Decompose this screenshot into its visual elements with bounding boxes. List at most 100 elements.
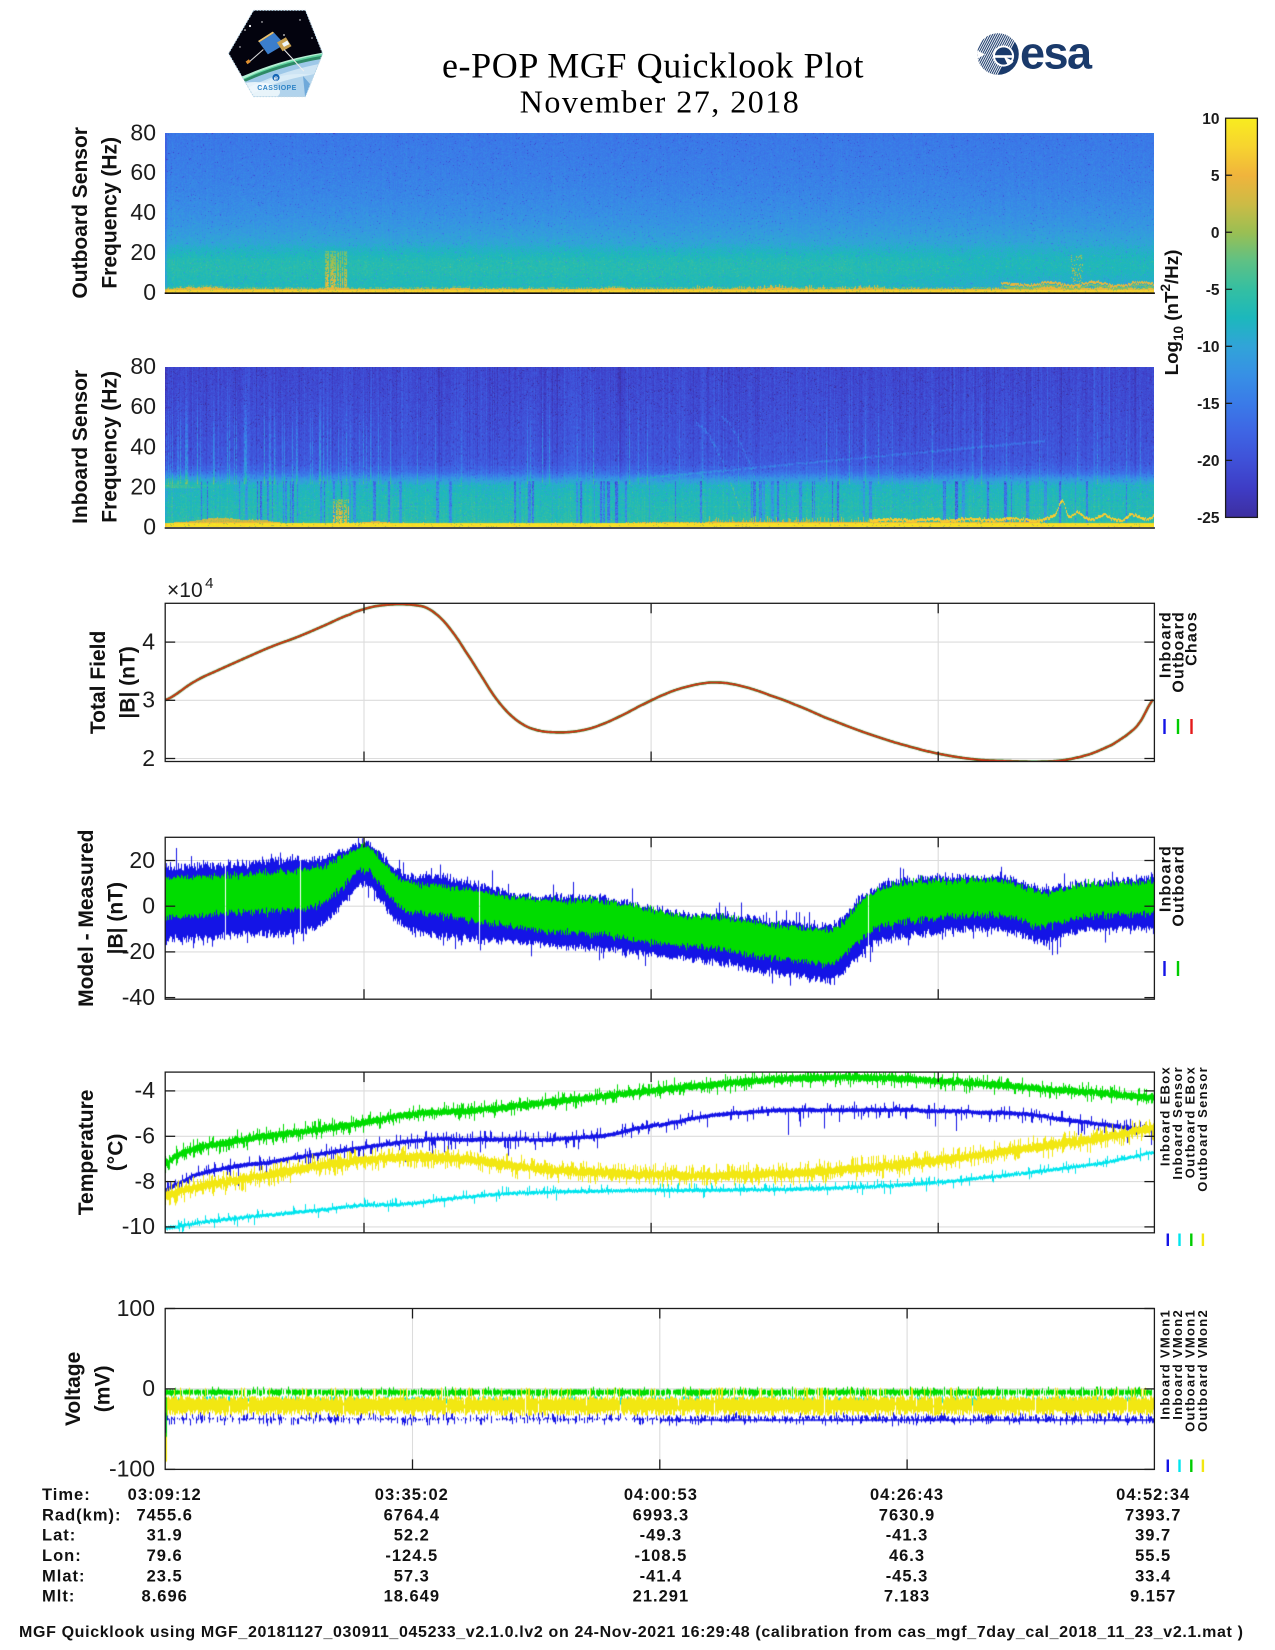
svg-text:-5: -5: [1206, 282, 1220, 299]
svg-text:39.7: 39.7: [1135, 1527, 1171, 1545]
svg-text:CASSIOPE: CASSIOPE: [257, 85, 296, 92]
svg-text:6764.4: 6764.4: [384, 1506, 440, 1524]
svg-text:9.157: 9.157: [1130, 1588, 1176, 1606]
svg-text:23.5: 23.5: [147, 1567, 183, 1585]
svg-text:04:26:43: 04:26:43: [870, 1486, 944, 1504]
svg-text:-10: -10: [122, 1213, 155, 1239]
svg-text:Log10 (nT2/Hz): Log10 (nT2/Hz): [1158, 250, 1186, 376]
svg-text:5: 5: [1211, 168, 1220, 185]
svg-text:-10: -10: [1197, 339, 1219, 356]
svg-text:-20: -20: [1197, 453, 1219, 470]
svg-text:0: 0: [143, 514, 156, 540]
svg-text:40: 40: [130, 199, 156, 225]
svg-text:MGF Quicklook using MGF_201811: MGF Quicklook using MGF_20181127_030911_…: [19, 1624, 1244, 1641]
svg-text:0: 0: [142, 1375, 155, 1401]
svg-text:Frequency (Hz): Frequency (Hz): [99, 371, 122, 523]
svg-text:Outboard: Outboard: [1171, 611, 1188, 693]
svg-text:7630.9: 7630.9: [879, 1506, 935, 1524]
svg-text:-41.3: -41.3: [886, 1527, 929, 1545]
svg-text:3: 3: [142, 687, 155, 713]
svg-text:2: 2: [142, 745, 155, 771]
svg-text:20: 20: [130, 239, 156, 265]
svg-text:20: 20: [130, 473, 156, 499]
svg-text:Inboard Sensor: Inboard Sensor: [1170, 1066, 1185, 1180]
svg-text:6993.3: 6993.3: [633, 1506, 689, 1524]
svg-text:Mlt:: Mlt:: [42, 1588, 75, 1606]
svg-text:57.3: 57.3: [394, 1567, 430, 1585]
svg-text:80: 80: [130, 119, 156, 145]
svg-text:(°C): (°C): [105, 1134, 128, 1172]
svg-text:e-POP MGF Quicklook Plot: e-POP MGF Quicklook Plot: [442, 46, 864, 86]
svg-text:-41.4: -41.4: [640, 1567, 683, 1585]
svg-text:e: e: [274, 74, 278, 83]
svg-text:Model - Measured: Model - Measured: [75, 830, 98, 1007]
svg-text:Temperature: Temperature: [75, 1090, 98, 1216]
svg-text:Inboard EBox: Inboard EBox: [1157, 1066, 1172, 1166]
svg-text:Inboard: Inboard: [1158, 611, 1175, 678]
svg-text:Total Field: Total Field: [87, 631, 110, 734]
svg-text:Voltage: Voltage: [62, 1352, 85, 1426]
svg-text:0: 0: [142, 893, 155, 919]
svg-text:Time:: Time:: [42, 1486, 91, 1504]
svg-text:40: 40: [130, 433, 156, 459]
svg-text:Chaos: Chaos: [1184, 611, 1201, 666]
svg-text:-49.3: -49.3: [640, 1527, 683, 1545]
svg-text:-15: -15: [1197, 396, 1220, 413]
svg-text:-6: -6: [135, 1123, 155, 1149]
svg-text:0: 0: [143, 279, 156, 305]
svg-text:33.4: 33.4: [1135, 1567, 1171, 1585]
svg-text:31.9: 31.9: [147, 1527, 183, 1545]
svg-text:Outboard VMon1: Outboard VMon1: [1183, 1309, 1198, 1432]
svg-text:|B| (nT): |B| (nT): [105, 882, 128, 954]
svg-text:Rad(km):: Rad(km):: [42, 1506, 122, 1524]
svg-text:Outboard Sensor: Outboard Sensor: [1195, 1066, 1210, 1192]
svg-text:Lat:: Lat:: [42, 1527, 76, 1545]
svg-text:Mlat:: Mlat:: [42, 1567, 86, 1585]
svg-text:esa: esa: [1020, 28, 1093, 79]
svg-text:×104: ×10 4: [167, 575, 213, 602]
svg-text:-100: -100: [109, 1456, 155, 1482]
svg-text:-124.5: -124.5: [385, 1547, 438, 1565]
svg-text:Inboard Sensor: Inboard Sensor: [69, 370, 92, 524]
svg-text:55.5: 55.5: [1135, 1547, 1171, 1565]
svg-text:-108.5: -108.5: [635, 1547, 688, 1565]
svg-text:03:09:12: 03:09:12: [128, 1486, 202, 1504]
svg-text:(mV): (mV): [92, 1366, 115, 1413]
svg-text:20: 20: [129, 847, 155, 873]
svg-text:-20: -20: [122, 938, 155, 964]
svg-text:Inboard: Inboard: [1158, 845, 1175, 912]
svg-text:04:00:53: 04:00:53: [624, 1486, 698, 1504]
svg-text:10: 10: [1202, 111, 1219, 128]
svg-text:|B| (nT): |B| (nT): [117, 646, 140, 718]
svg-text:8.696: 8.696: [142, 1588, 188, 1606]
svg-text:Outboard VMon2: Outboard VMon2: [1195, 1309, 1210, 1432]
svg-text:-25: -25: [1197, 510, 1220, 527]
svg-text:Outboard EBox: Outboard EBox: [1183, 1066, 1198, 1178]
svg-text:18.649: 18.649: [384, 1588, 440, 1606]
svg-text:04:52:34: 04:52:34: [1116, 1486, 1190, 1504]
svg-text:80: 80: [130, 353, 156, 379]
svg-text:-4: -4: [135, 1077, 156, 1103]
svg-text:79.6: 79.6: [147, 1547, 183, 1565]
svg-text:7.183: 7.183: [884, 1588, 930, 1606]
svg-text:7393.7: 7393.7: [1125, 1506, 1181, 1524]
svg-text:Inboard VMon2: Inboard VMon2: [1170, 1309, 1185, 1420]
svg-text:Outboard: Outboard: [1171, 845, 1188, 927]
svg-text:60: 60: [130, 393, 156, 419]
svg-text:Lon:: Lon:: [42, 1547, 82, 1565]
svg-text:Outboard Sensor: Outboard Sensor: [69, 127, 92, 299]
svg-text:03:35:02: 03:35:02: [375, 1486, 449, 1504]
svg-text:60: 60: [130, 159, 156, 185]
svg-text:52.2: 52.2: [394, 1527, 430, 1545]
svg-text:Inboard VMon1: Inboard VMon1: [1157, 1309, 1172, 1420]
svg-text:Frequency (Hz): Frequency (Hz): [99, 137, 122, 289]
svg-text:46.3: 46.3: [889, 1547, 925, 1565]
svg-text:-40: -40: [122, 984, 155, 1010]
svg-text:-45.3: -45.3: [886, 1567, 929, 1585]
svg-text:November 27, 2018: November 27, 2018: [520, 84, 801, 120]
svg-text:0: 0: [1211, 225, 1220, 242]
svg-text:100: 100: [117, 1295, 155, 1321]
svg-text:-8: -8: [135, 1168, 155, 1194]
svg-text:7455.6: 7455.6: [136, 1506, 192, 1524]
svg-text:4: 4: [142, 628, 155, 654]
